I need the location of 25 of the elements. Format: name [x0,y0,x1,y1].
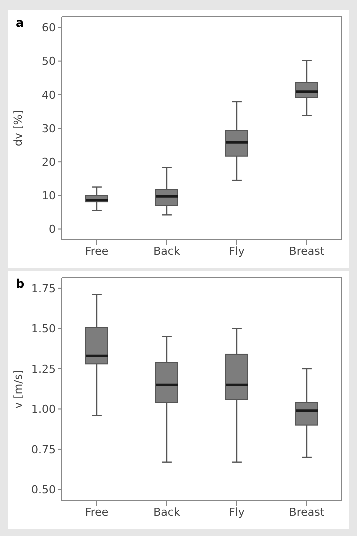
y-tick-label: 1.25 [32,362,56,376]
x-tick-label: Back [154,244,181,258]
y-axis-title: dv [%] [12,110,25,147]
y-tick-label: 60 [42,22,56,35]
y-axis-title: v [m/s] [12,370,25,409]
y-tick-label: 10 [42,190,56,203]
y-tick-label: 1.75 [32,282,56,296]
y-tick-label: 1.00 [32,403,56,416]
y-tick-label: 40 [42,88,56,102]
y-tick-label: 0 [49,223,56,236]
y-tick-label: 0.50 [32,484,56,497]
x-tick-label: Back [154,506,181,519]
y-tick-label: 1.50 [32,322,56,336]
x-tick-label: Breast [289,506,326,519]
chart-title: b [16,277,25,291]
y-tick-label: 30 [42,122,56,136]
y-tick-label: 20 [42,156,56,169]
x-tick-label: Fly [229,506,246,519]
y-tick-label: 0.75 [32,443,56,456]
y-tick-label: 50 [42,55,56,68]
x-tick-label: Free [85,506,109,519]
x-tick-label: Breast [289,244,326,258]
x-tick-label: Fly [229,244,246,258]
chart-title: a [16,16,24,30]
x-tick-label: Free [85,244,109,258]
